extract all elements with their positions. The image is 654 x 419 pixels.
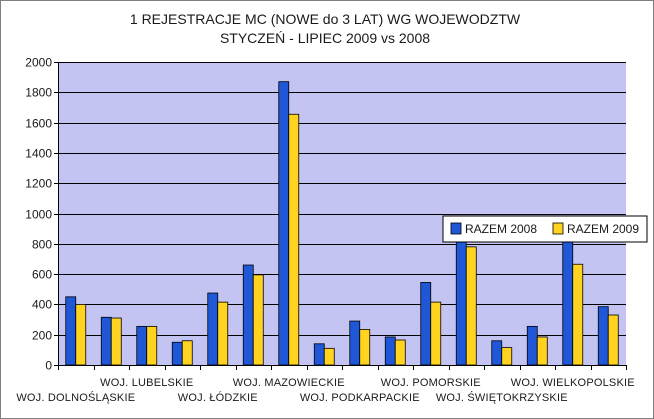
bar-razem-2008 <box>526 325 538 366</box>
bar-razem-2008 <box>207 292 219 366</box>
y-tick-label: 1600 <box>25 117 52 131</box>
bar-razem-2008 <box>65 296 77 366</box>
y-tick-label: 800 <box>32 238 52 252</box>
bar-razem-2009 <box>323 347 335 366</box>
y-tick-label: 2000 <box>25 56 52 70</box>
x-tick-labels: WOJ. DOLNOŚLĄSKIE WOJ. LUBELSKIE WOJ. ŁÓDZ… <box>16 377 634 404</box>
x-tick-label: WOJ. DOLNOŚLĄSKIE <box>16 391 135 404</box>
bar-razem-2009 <box>394 339 406 366</box>
bar-razem-2009 <box>217 301 229 366</box>
x-tick-label: WOJ. LUBELSKIE <box>100 377 193 389</box>
y-tick-label: 1800 <box>25 86 52 100</box>
x-tick-label: WOJ. MAZOWIECKIE <box>233 377 345 389</box>
bar-razem-2008 <box>455 240 467 366</box>
bar-razem-2008 <box>384 336 396 366</box>
legend-swatch <box>450 222 462 235</box>
bar-razem-2009 <box>536 336 548 366</box>
y-tick-label: 0 <box>45 359 52 373</box>
legend-swatch <box>552 222 564 235</box>
y-tick-label: 400 <box>32 298 52 312</box>
bar-razem-2008 <box>597 306 609 366</box>
bar-razem-2009 <box>430 301 442 366</box>
legend-label: RAZEM 2009 <box>567 222 639 236</box>
x-tick-label: WOJ. PODKARPACKIE <box>300 392 420 404</box>
bar-razem-2009 <box>359 328 371 366</box>
legend: RAZEM 2008 RAZEM 2009 <box>442 215 648 243</box>
bar-razem-2009 <box>110 317 122 366</box>
chart-subtitle: STYCZEŃ - LIPIEC 2009 vs 2008 <box>220 30 430 46</box>
y-tick-labels: 0 200 400 600 800 1000 1200 1400 1600 1800 2000 <box>25 56 52 373</box>
legend-box <box>442 215 648 243</box>
bars <box>65 81 619 366</box>
plot-area <box>58 62 626 365</box>
bar-razem-2009 <box>288 113 300 366</box>
bar-razem-2008 <box>242 264 254 366</box>
bar-razem-2009 <box>146 325 158 366</box>
bar-razem-2009 <box>75 303 87 366</box>
x-tick-label: WOJ. WIELKOPOLSKIE <box>511 377 635 389</box>
bar-razem-2009 <box>465 246 477 366</box>
legend-label: RAZEM 2008 <box>465 222 537 236</box>
y-tick-label: 1400 <box>25 147 52 161</box>
axes <box>54 62 627 370</box>
x-tick-label: WOJ. POMORSKIE <box>381 377 481 389</box>
bar-razem-2009 <box>501 347 513 366</box>
chart-title: 1 REJESTRACJE MC (NOWE do 3 LAT) WG WOJE… <box>130 11 521 27</box>
bar-razem-2008 <box>313 343 325 366</box>
bar-razem-2008 <box>100 316 112 366</box>
bar-razem-2008 <box>491 340 503 366</box>
bar-razem-2008 <box>171 341 183 366</box>
bar-razem-2009 <box>607 314 619 366</box>
y-tick-label: 1200 <box>25 177 52 191</box>
bar-razem-2008 <box>349 320 361 366</box>
x-tick-label: WOJ. ŁÓDZKIE <box>178 391 258 404</box>
bar-razem-2009 <box>181 340 193 366</box>
bar-razem-2009 <box>572 263 584 366</box>
y-tick-label: 600 <box>32 268 52 282</box>
bar-razem-2008 <box>136 325 148 366</box>
bar-razem-2008 <box>278 81 290 366</box>
y-tick-label: 200 <box>32 329 52 343</box>
bar-razem-2008 <box>420 282 432 366</box>
bar-razem-2009 <box>252 274 264 366</box>
x-tick-label: WOJ. ŚWIĘTOKRZYSKIE <box>436 391 568 404</box>
y-tick-label: 1000 <box>25 208 52 222</box>
bar-razem-2008 <box>562 240 574 366</box>
